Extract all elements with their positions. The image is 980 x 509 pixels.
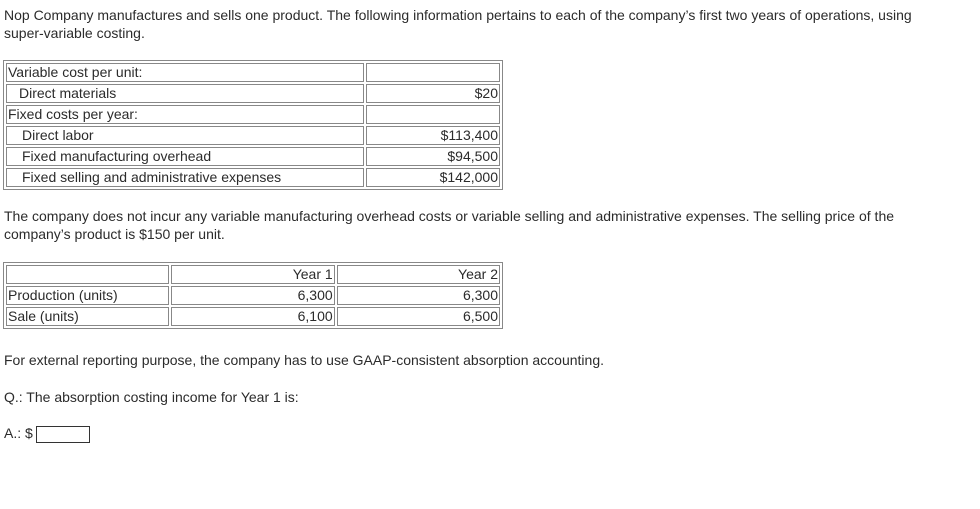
- answer-input[interactable]: [35, 425, 90, 443]
- row-label: Sale (units): [6, 307, 170, 326]
- table-row: Direct materials $20: [6, 84, 500, 103]
- header-cell: [6, 265, 170, 284]
- cost-value: $94,500: [366, 147, 500, 166]
- cost-value: $113,400: [366, 126, 500, 145]
- answer-prefix: A.: $: [4, 425, 33, 441]
- table-row: Fixed selling and administrative expense…: [6, 168, 500, 187]
- cost-label: Fixed selling and administrative expense…: [6, 168, 364, 187]
- answer-line: A.: $: [4, 424, 90, 443]
- table-row: Production (units) 6,300 6,300: [6, 286, 500, 305]
- gaap-text: For external reporting purpose, the comp…: [4, 352, 605, 368]
- cost-value: [366, 105, 500, 124]
- middle-text: The company does not incur any variable …: [4, 208, 895, 242]
- units-table: Year 1 Year 2 Production (units) 6,300 6,30…: [3, 262, 503, 329]
- year1-value: 6,300: [171, 286, 335, 305]
- header-cell: Year 1: [171, 265, 335, 284]
- cost-label: Direct labor: [6, 126, 364, 145]
- cost-table: Variable cost per unit: Direct materials…: [3, 60, 503, 190]
- cost-value: $20: [366, 84, 500, 103]
- cost-label: Variable cost per unit:: [6, 63, 364, 82]
- cost-value: $142,000: [366, 168, 500, 187]
- table-row: Variable cost per unit:: [6, 63, 500, 82]
- header-cell: Year 2: [336, 265, 500, 284]
- row-label: Production (units): [6, 286, 170, 305]
- year2-value: 6,300: [336, 286, 500, 305]
- cost-label: Fixed manufacturing overhead: [6, 147, 364, 166]
- table-row: Direct labor $113,400: [6, 126, 500, 145]
- cost-label: Fixed costs per year:: [6, 105, 364, 124]
- table-header-row: Year 1 Year 2: [6, 265, 500, 284]
- cost-label: Direct materials: [6, 84, 364, 103]
- table-row: Fixed costs per year:: [6, 105, 500, 124]
- year2-value: 6,500: [336, 307, 500, 326]
- cost-value: [366, 63, 500, 82]
- table-row: Fixed manufacturing overhead $94,500: [6, 147, 500, 166]
- table-row: Sale (units) 6,100 6,500: [6, 307, 500, 326]
- question-text: Q.: The absorption costing income for Ye…: [4, 389, 299, 405]
- intro-text: Nop Company manufactures and sells one p…: [4, 7, 912, 41]
- year1-value: 6,100: [171, 307, 335, 326]
